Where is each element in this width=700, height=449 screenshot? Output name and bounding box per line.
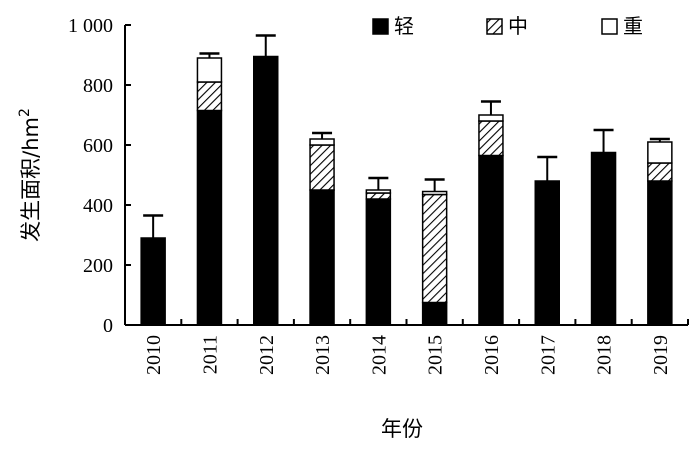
bar-segment-solid [196, 109, 223, 326]
x-tick-label: 2010 [143, 335, 165, 375]
bar-segment-solid [253, 55, 279, 326]
bar-segment-solid [421, 301, 448, 326]
x-ticks: 2010 2011 2012 2013 2014 2015 2016 2017 2018 2019 [124, 319, 689, 375]
bar-segment-solid [590, 151, 617, 326]
bar-segment-empty [309, 138, 335, 146]
bar-segment-solid [309, 189, 335, 326]
x-tick-label: 2016 [481, 335, 503, 375]
bar-segment-solid [478, 154, 504, 326]
y-tick-label: 600 [83, 135, 113, 157]
bar-segment-empty [478, 114, 504, 122]
x-tick-label: 2018 [594, 335, 616, 375]
x-tick-label: 2012 [256, 335, 278, 375]
legend-label: 重 [623, 14, 643, 38]
x-tick-label: 2015 [425, 335, 447, 375]
bars [140, 55, 673, 326]
x-tick-label: 2017 [537, 335, 559, 375]
bar-segment-hatch [478, 120, 504, 157]
bar-segment-solid [140, 237, 166, 326]
y-axis-title: 发生面积/hm2 [17, 108, 43, 242]
y-axis-title-superscript: 2 [17, 108, 33, 117]
error-bars [143, 34, 670, 238]
legend-label: 中 [508, 14, 528, 38]
bar-segment-hatch [421, 193, 448, 304]
y-tick-label: 800 [83, 75, 113, 97]
y-tick-label: 400 [83, 195, 113, 217]
bar-segment-hatch [196, 81, 223, 112]
bar-segment-empty [647, 141, 673, 164]
y-axis-title-text: 发生面积/hm [19, 117, 43, 242]
legend: 轻中重 [372, 14, 643, 38]
legend-swatch-solid [372, 18, 389, 35]
bar-segment-hatch [647, 162, 673, 182]
x-tick-label: 2014 [368, 335, 390, 375]
x-tick-label: 2013 [312, 335, 334, 375]
bar-segment-solid [647, 180, 673, 326]
bar-segment-empty [365, 189, 392, 194]
bar-segment-solid [534, 180, 560, 326]
bar-segment-solid [365, 198, 392, 326]
y-ticks: 0 200 400 600 800 1 000 [68, 15, 131, 337]
bar-segment-empty [196, 57, 223, 83]
bar-segment-hatch [365, 192, 392, 200]
x-tick-label: 2019 [650, 335, 672, 375]
x-axis-title: 年份 [381, 417, 423, 441]
y-tick-label: 200 [83, 255, 113, 277]
x-tick-label: 2011 [199, 335, 221, 374]
legend-swatch-hatch [486, 18, 503, 35]
legend-label: 轻 [394, 14, 414, 38]
bar-segment-hatch [309, 144, 335, 191]
bar-segment-empty [421, 190, 448, 196]
legend-swatch-empty [601, 18, 618, 35]
y-tick-label: 1 000 [68, 15, 113, 37]
y-tick-label: 0 [103, 315, 113, 337]
